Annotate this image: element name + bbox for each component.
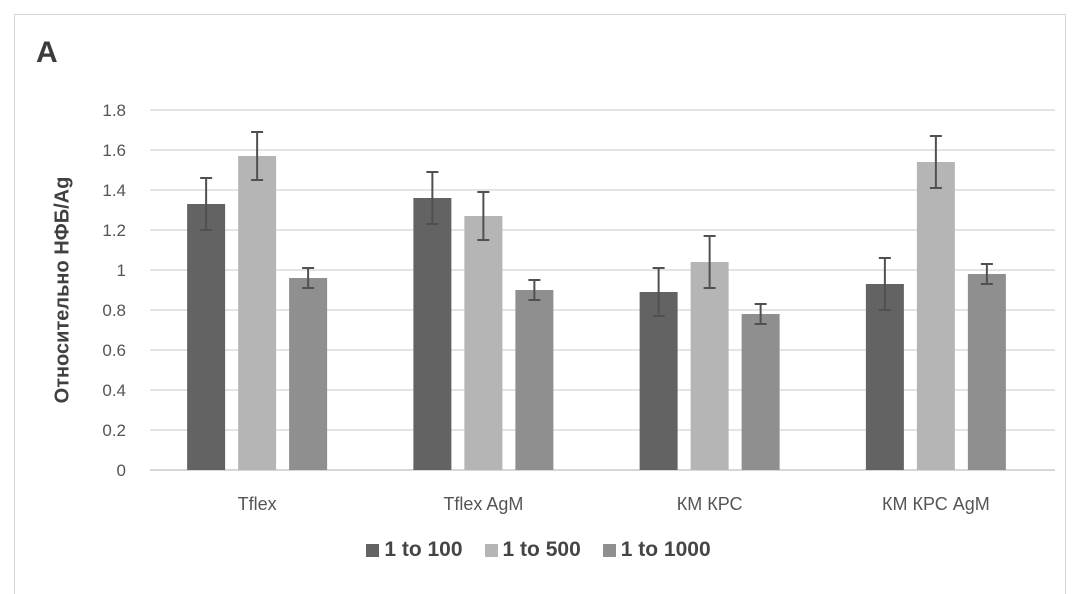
error-bar (754, 303, 767, 325)
legend-swatch (484, 543, 498, 557)
error-bar (652, 267, 665, 317)
bar (865, 284, 904, 470)
legend-label: 1 to 1000 (620, 538, 711, 561)
bar (967, 274, 1006, 470)
error-bar (426, 171, 439, 225)
chart-frame (14, 14, 1066, 594)
panel-label: A (36, 36, 58, 69)
bar (690, 262, 729, 470)
bar (187, 204, 226, 470)
y-tick-label: 1.4 (102, 181, 126, 200)
legend-item: 1 to 500 (484, 538, 581, 562)
bar (238, 156, 277, 470)
bar (289, 278, 328, 470)
y-tick-label: 0.8 (102, 301, 126, 320)
bars (187, 156, 1006, 470)
legend: 1 to 100 1 to 500 1 to 1000 (0, 538, 1077, 562)
y-tick-label: 0.4 (102, 381, 126, 400)
y-tick-label: 0.6 (102, 341, 126, 360)
bar (639, 292, 678, 470)
y-tick-label: 0.2 (102, 421, 126, 440)
legend-item: 1 to 1000 (602, 538, 711, 562)
error-bar (980, 263, 993, 285)
bar (515, 290, 554, 470)
y-tick-label: 1.6 (102, 141, 126, 160)
bar (413, 198, 452, 470)
y-tick-label: 1.8 (102, 101, 126, 120)
error-bar (477, 191, 490, 241)
error-bars (200, 131, 993, 325)
category-label: Tflex (238, 494, 277, 514)
error-bar (528, 279, 541, 301)
bar (741, 314, 780, 470)
error-bar (878, 257, 891, 311)
legend-item: 1 to 100 (366, 538, 463, 562)
y-tick-labels: 0 0.2 0.4 0.6 0.8 1 1.2 1.4 1.6 1.8 (102, 101, 126, 480)
error-bar (302, 267, 315, 289)
category-labels: Tflex Tflex AgM КМ КРС КМ КРС AgM (238, 494, 990, 514)
legend-label: 1 to 500 (502, 538, 581, 561)
y-tick-label: 1.2 (102, 221, 126, 240)
error-bar (929, 135, 942, 189)
legend-label: 1 to 100 (384, 538, 463, 561)
category-label: КМ КРС (677, 494, 743, 514)
category-label: Tflex AgM (443, 494, 523, 514)
bar (464, 216, 503, 470)
category-label: КМ КРС AgM (882, 494, 990, 514)
legend-swatch (602, 543, 616, 557)
error-bar (200, 177, 213, 231)
y-tick-label: 1 (117, 261, 126, 280)
error-bar (703, 235, 716, 289)
bar (916, 162, 955, 470)
legend-swatch (366, 543, 380, 557)
error-bar (251, 131, 264, 181)
y-tick-label: 0 (117, 461, 126, 480)
